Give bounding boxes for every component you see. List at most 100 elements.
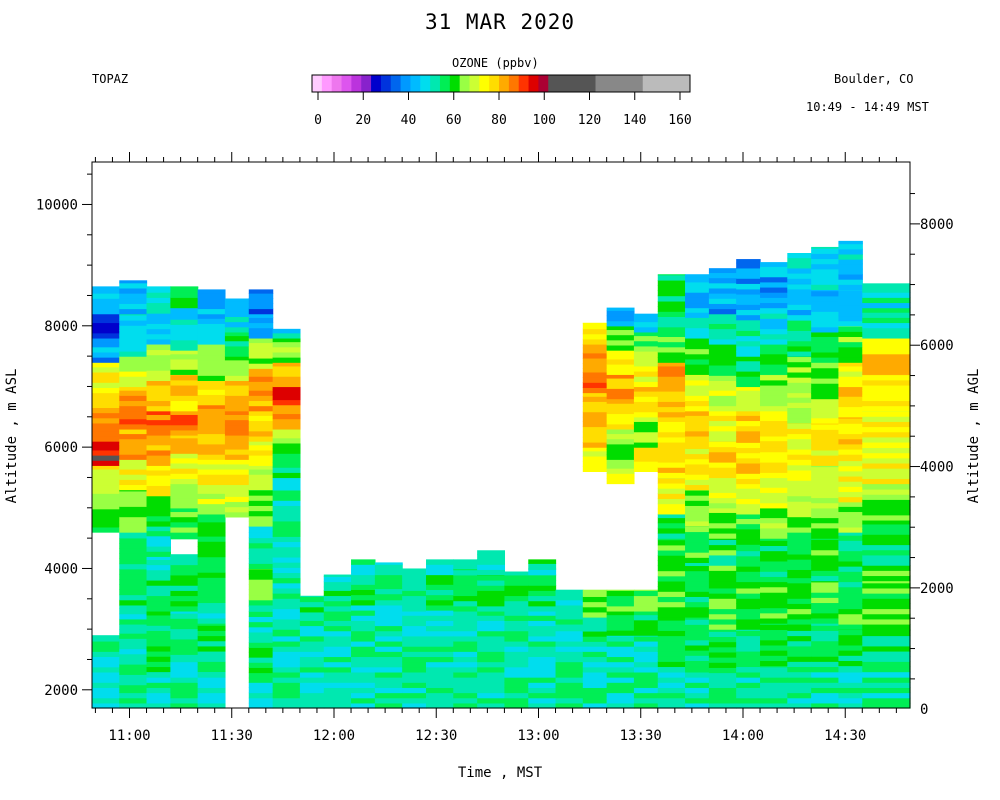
heatmap-cell bbox=[633, 666, 659, 673]
heatmap-cell bbox=[787, 397, 812, 403]
heatmap-cell bbox=[351, 589, 376, 596]
heatmap-cell bbox=[555, 594, 584, 601]
heatmap-cell bbox=[374, 564, 403, 570]
heatmap-cell bbox=[787, 278, 812, 284]
heatmap-cell bbox=[146, 614, 171, 621]
heatmap-cell bbox=[197, 623, 226, 626]
heatmap-cell bbox=[582, 641, 608, 647]
heatmap-cell bbox=[402, 640, 427, 647]
heatmap-cell bbox=[119, 674, 148, 681]
heatmap-cell bbox=[787, 559, 812, 565]
heatmap-cell bbox=[787, 613, 812, 620]
heatmap-cell bbox=[119, 293, 148, 299]
heatmap-cell bbox=[426, 559, 454, 565]
heatmap-cell bbox=[582, 636, 608, 642]
heatmap-cell bbox=[582, 677, 608, 683]
heatmap-cell bbox=[170, 595, 199, 602]
heatmap-cell bbox=[119, 365, 148, 372]
colorbar-swatch bbox=[312, 75, 323, 92]
heatmap-cell bbox=[708, 390, 737, 396]
heatmap-cell bbox=[248, 647, 274, 653]
heatmap-cell bbox=[606, 408, 635, 415]
heatmap-cell bbox=[736, 395, 761, 402]
heatmap-cell bbox=[170, 659, 199, 663]
heatmap-cell bbox=[146, 500, 171, 506]
heatmap-cell bbox=[736, 370, 761, 377]
heatmap-cell bbox=[838, 545, 863, 552]
heatmap-cell bbox=[146, 485, 171, 492]
heatmap-cell bbox=[862, 629, 911, 631]
heatmap-cell bbox=[838, 423, 863, 429]
heatmap-cell bbox=[787, 366, 812, 373]
heatmap-cell bbox=[119, 410, 148, 415]
heatmap-cell bbox=[787, 288, 812, 295]
heatmap-cell bbox=[119, 454, 148, 460]
heatmap-cell bbox=[838, 443, 863, 450]
heatmap-cell bbox=[685, 552, 710, 558]
heatmap-cell bbox=[170, 507, 199, 513]
heatmap-cell bbox=[323, 702, 352, 709]
heatmap-cell bbox=[528, 615, 557, 621]
heatmap-cell bbox=[374, 604, 403, 611]
heatmap-cell bbox=[248, 303, 274, 310]
heatmap-cell bbox=[248, 657, 274, 663]
heatmap-cell bbox=[787, 340, 812, 347]
heatmap-cell bbox=[787, 623, 812, 630]
heatmap-cell bbox=[272, 394, 301, 401]
heatmap-cell bbox=[760, 629, 788, 636]
heatmap-cell bbox=[197, 612, 226, 619]
heatmap-cell bbox=[862, 692, 911, 699]
heatmap-cell bbox=[170, 334, 199, 341]
heatmap-cell bbox=[224, 506, 250, 513]
heatmap-cell bbox=[374, 578, 403, 584]
heatmap-cell bbox=[477, 702, 506, 709]
heatmap-cell bbox=[197, 404, 226, 409]
heatmap-cell bbox=[685, 586, 710, 592]
heatmap-cell bbox=[811, 346, 840, 353]
heatmap-cell bbox=[426, 589, 454, 596]
heatmap-cell bbox=[119, 653, 148, 660]
heatmap-cell bbox=[272, 337, 301, 343]
heatmap-cell bbox=[760, 430, 788, 437]
heatmap-cell bbox=[685, 650, 710, 656]
heatmap-cell bbox=[555, 629, 584, 632]
heatmap-cell bbox=[606, 418, 635, 425]
heatmap-cell bbox=[170, 649, 199, 655]
heatmap-cell bbox=[657, 401, 686, 408]
heatmap-cell bbox=[248, 589, 274, 596]
heatmap-cell bbox=[528, 568, 557, 570]
heatmap-cell bbox=[582, 363, 608, 369]
heatmap-cell bbox=[197, 333, 226, 340]
heatmap-cell bbox=[787, 485, 812, 492]
heatmap-cell bbox=[119, 537, 148, 544]
heatmap-cell bbox=[197, 541, 226, 547]
heatmap-cell bbox=[633, 600, 659, 607]
heatmap-cell bbox=[224, 375, 250, 381]
heatmap-cell bbox=[633, 431, 659, 438]
heatmap-cell bbox=[170, 585, 199, 591]
heatmap-cell bbox=[838, 362, 863, 367]
heatmap-cell bbox=[299, 692, 325, 699]
colorbar-swatch bbox=[595, 75, 644, 92]
heatmap-cell bbox=[92, 498, 120, 505]
heatmap-cell bbox=[119, 413, 148, 420]
heatmap-cell bbox=[862, 478, 911, 485]
heatmap-cell bbox=[685, 374, 710, 381]
heatmap-cell bbox=[657, 391, 686, 397]
heatmap-cell bbox=[811, 321, 840, 328]
heatmap-cell bbox=[224, 501, 250, 508]
heatmap-cell bbox=[760, 281, 788, 288]
heatmap-cell bbox=[272, 370, 301, 377]
heatmap-cell bbox=[787, 702, 812, 709]
heatmap-cell bbox=[170, 623, 199, 630]
heatmap-cell bbox=[146, 302, 171, 309]
heatmap-cell bbox=[708, 384, 737, 391]
heatmap-cell bbox=[708, 446, 737, 453]
heatmap-cell bbox=[760, 477, 788, 483]
heatmap-cell bbox=[606, 393, 635, 400]
heatmap-cell bbox=[811, 351, 840, 358]
heatmap-cell bbox=[299, 666, 325, 673]
heatmap-cell bbox=[119, 370, 148, 377]
heatmap-cell bbox=[787, 532, 812, 534]
heatmap-cell bbox=[92, 351, 120, 358]
